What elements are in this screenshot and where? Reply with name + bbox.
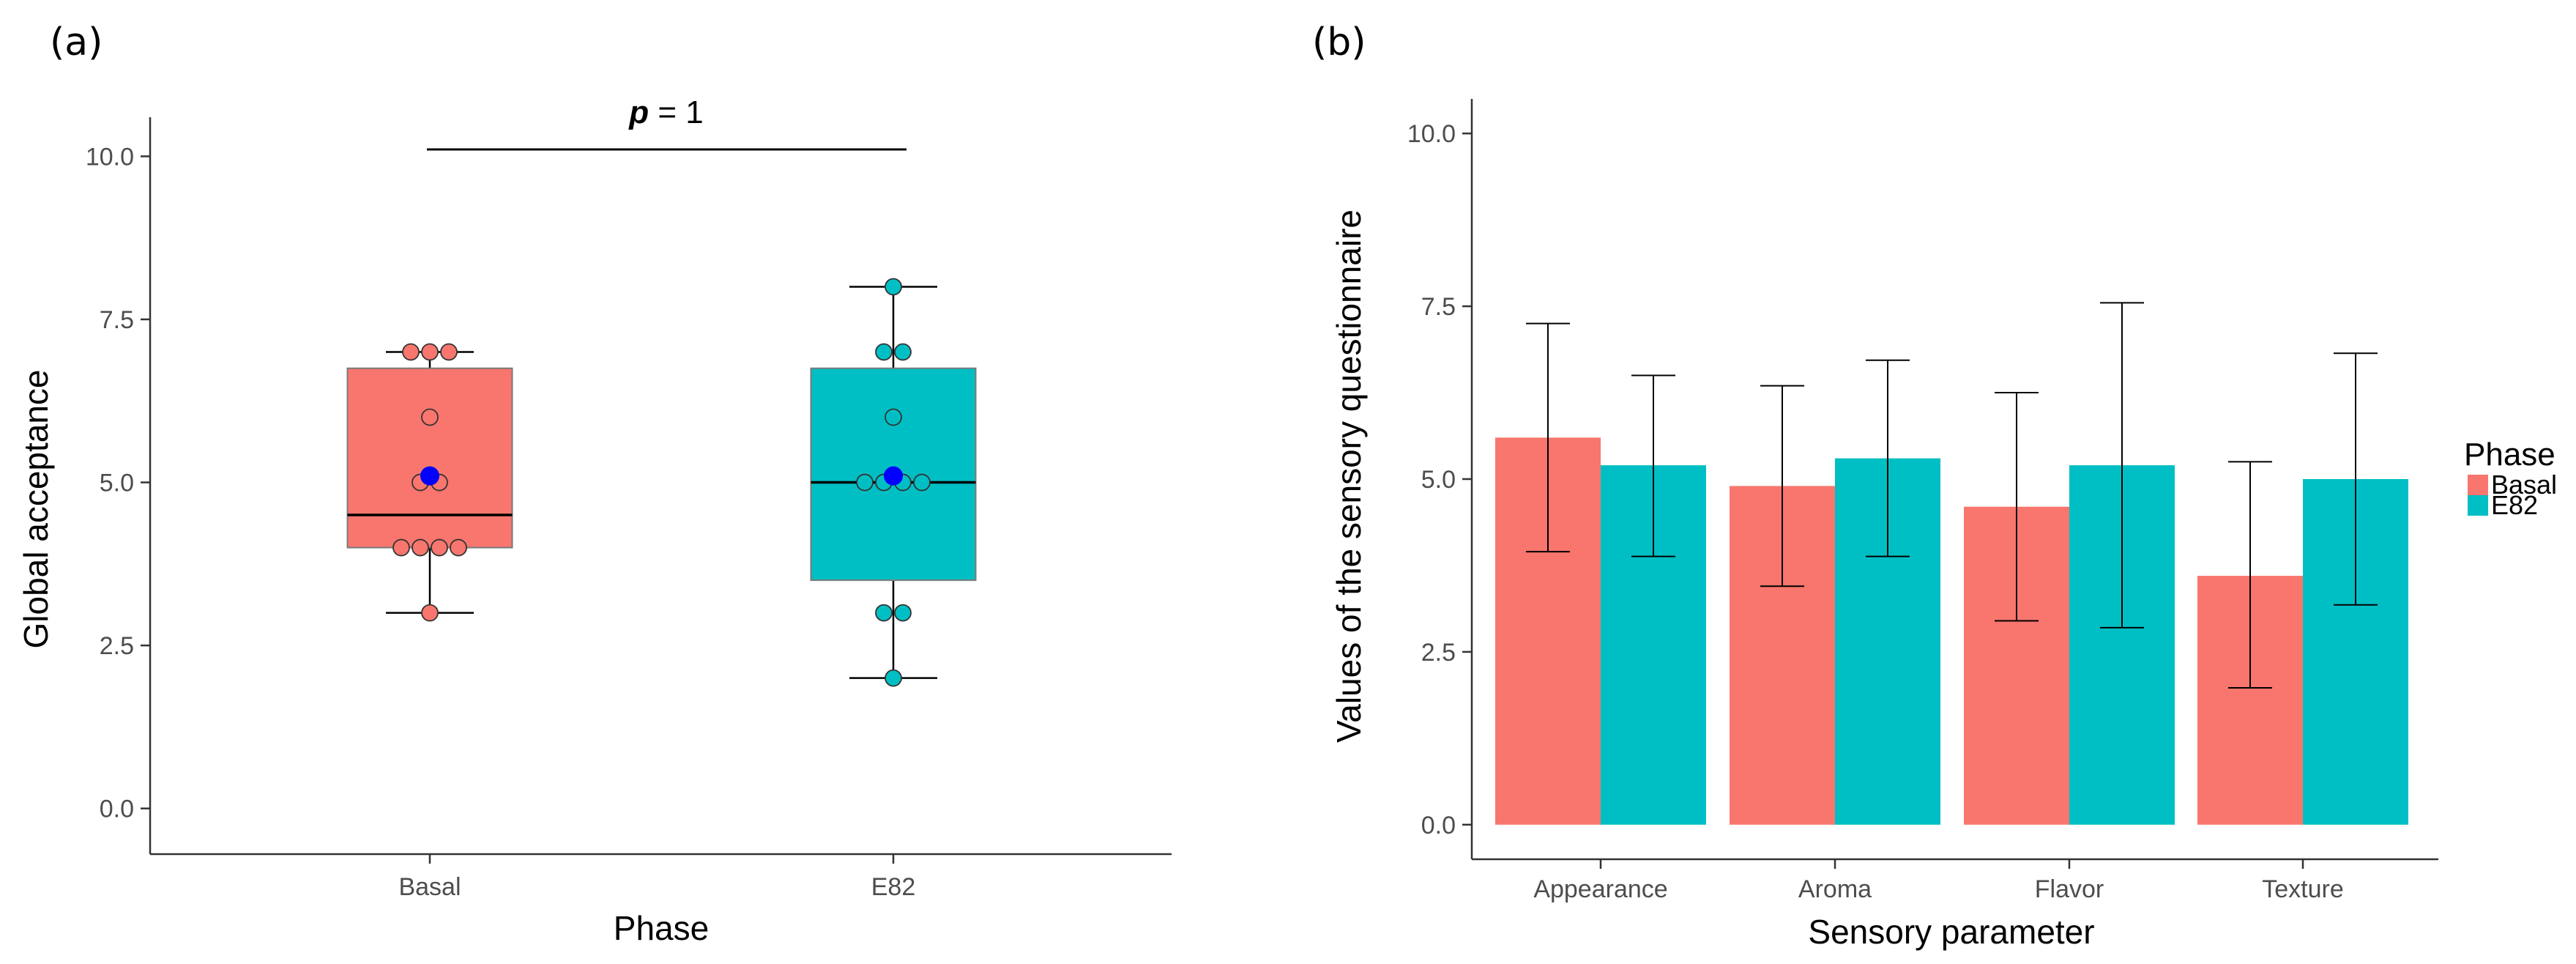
data-point xyxy=(875,604,893,622)
data-point xyxy=(421,343,439,361)
panel-a-y-tick-label: 10.0 xyxy=(86,143,134,171)
data-point xyxy=(885,408,902,426)
panel-a-x-axis-title: Phase xyxy=(614,909,709,947)
data-point xyxy=(450,538,467,557)
panel-a-x-tick-label: Basal xyxy=(398,873,461,901)
legend-label-basal: Basal xyxy=(2491,470,2557,500)
box-iqr xyxy=(346,367,513,549)
panel-b-y-tick-label: 7.5 xyxy=(1421,293,1456,321)
box-group-basal xyxy=(346,343,513,622)
panel-a-y-tick-label: 5.0 xyxy=(100,470,134,497)
panel-b-label: (b) xyxy=(1312,21,1366,64)
data-point xyxy=(431,538,448,557)
panel-a-x-tick-label: E82 xyxy=(871,873,916,901)
panel-b-x-tick-label: Aroma xyxy=(1798,875,1872,903)
panel-b-x-tick-label: Appearance xyxy=(1533,875,1667,903)
p-value-annotation: p = 1 xyxy=(628,94,704,130)
series-e82 xyxy=(1601,302,2408,825)
panel-b-x-axis-title: Sensory parameter xyxy=(1808,913,2094,951)
data-point xyxy=(421,408,439,426)
mean-point xyxy=(884,466,903,486)
data-point xyxy=(885,278,902,296)
legend-label-e82: E82 xyxy=(2491,490,2538,520)
panel-b-y-tick-label: 0.0 xyxy=(1421,812,1456,839)
legend-key-basal xyxy=(2468,475,2488,495)
panel-b-y-axis-title: Values of the sensory questionnaire xyxy=(1330,210,1368,743)
panel-b-x-tick-label: Flavor xyxy=(2035,875,2104,903)
panel-a-label: (a) xyxy=(50,21,103,64)
panel-b-y-tick-label: 5.0 xyxy=(1421,466,1456,494)
panel-a-box-plot: (a) 0.0 2.5 5.0 7.5 10.0 Basal E82 p = 1 Phase… xyxy=(17,21,1172,947)
series-basal xyxy=(1495,322,2303,825)
data-point xyxy=(875,343,893,361)
data-point xyxy=(440,343,458,361)
data-point xyxy=(913,473,931,492)
panel-a-y-tick-label: 0.0 xyxy=(100,796,134,823)
data-point xyxy=(421,604,439,622)
box-group-e82 xyxy=(810,278,977,687)
data-point xyxy=(894,604,912,622)
panel-b-x-tick-label: Texture xyxy=(2262,875,2344,903)
panel-a-y-tick-label: 7.5 xyxy=(100,306,134,334)
data-point xyxy=(856,473,874,492)
data-point xyxy=(392,538,410,557)
panel-a-y-axis-title: Global acceptance xyxy=(17,369,55,648)
panel-b-bar-chart: (b) 0.0 2.5 5.0 7.5 10.0 Appearance Aroma Flavo… xyxy=(1312,21,2557,951)
data-point xyxy=(894,343,912,361)
legend-title: Phase xyxy=(2464,437,2555,472)
mean-point xyxy=(420,466,439,486)
panel-b-y-tick-label: 10.0 xyxy=(1407,120,1456,148)
legend: Phase Basal E82 xyxy=(2464,437,2557,520)
data-point xyxy=(885,669,902,687)
legend-key-e82 xyxy=(2468,495,2488,516)
panel-b-y-tick-label: 2.5 xyxy=(1421,639,1456,667)
panel-a-y-tick-label: 2.5 xyxy=(100,632,134,660)
data-point xyxy=(402,343,420,361)
data-point xyxy=(412,538,429,557)
